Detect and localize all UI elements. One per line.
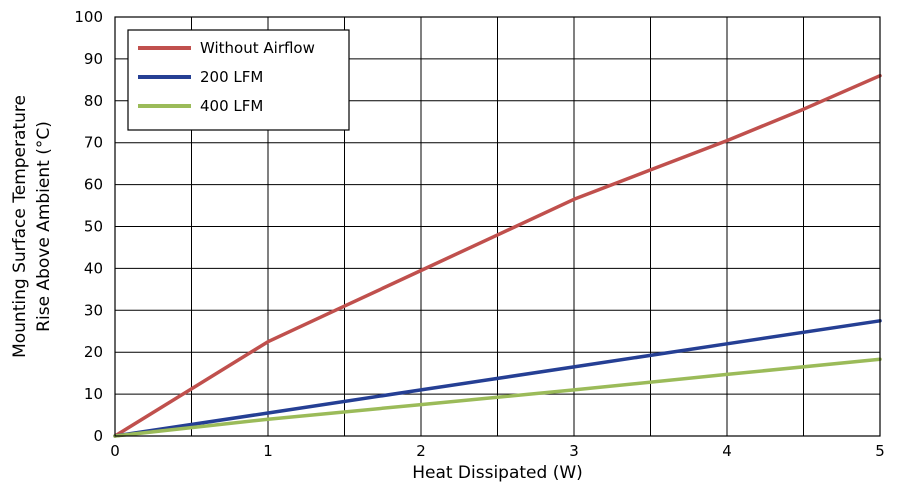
y-tick-label: 60 bbox=[84, 176, 103, 194]
x-tick-label: 0 bbox=[110, 442, 120, 460]
legend-label: 400 LFM bbox=[200, 97, 263, 115]
x-tick-labels: 0 1 2 3 4 5 bbox=[110, 442, 885, 460]
plot-frame bbox=[114, 16, 881, 437]
x-tick-label: 3 bbox=[569, 442, 579, 460]
grid bbox=[115, 17, 880, 436]
y-tick-label: 10 bbox=[84, 385, 103, 403]
x-tick-label: 4 bbox=[722, 442, 732, 460]
x-tick-label: 1 bbox=[263, 442, 273, 460]
x-tick-label: 2 bbox=[416, 442, 426, 460]
series-lines bbox=[113, 73, 882, 438]
y-tick-label: 50 bbox=[84, 218, 103, 236]
legend-label: Without Airflow bbox=[200, 39, 315, 57]
x-tick-label: 5 bbox=[875, 442, 885, 460]
legend-label: 200 LFM bbox=[200, 68, 263, 86]
y-tick-label: 20 bbox=[84, 343, 103, 361]
y-tick-label: 90 bbox=[84, 50, 103, 68]
y-tick-label: 0 bbox=[93, 427, 103, 445]
y-tick-label: 30 bbox=[84, 301, 103, 319]
y-tick-label: 80 bbox=[84, 92, 103, 110]
y-axis-title-line-1: Mounting Surface Temperature bbox=[10, 95, 30, 358]
series-line-400-lfm bbox=[113, 357, 882, 438]
y-tick-label: 70 bbox=[84, 134, 103, 152]
series-line-200-lfm bbox=[113, 319, 882, 438]
series-line-without-airflow bbox=[113, 73, 882, 438]
y-tick-label: 40 bbox=[84, 259, 103, 277]
y-tick-label: 100 bbox=[74, 8, 103, 26]
legend: Without Airflow 200 LFM 400 LFM bbox=[127, 29, 350, 131]
y-tick-labels: 0 10 20 30 40 50 60 70 80 90 100 bbox=[74, 8, 103, 445]
x-axis-title: Heat Dissipated (W) bbox=[412, 463, 583, 483]
legend-box bbox=[127, 29, 350, 131]
y-axis-title-line-2: Rise Above Ambient (°C) bbox=[34, 121, 54, 332]
